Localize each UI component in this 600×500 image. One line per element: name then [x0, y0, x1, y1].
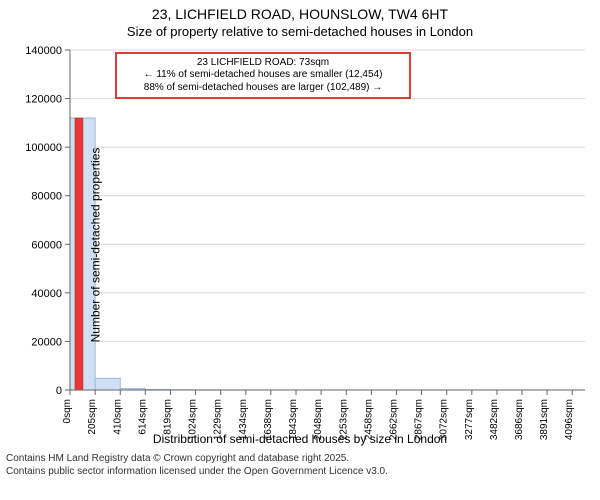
x-tick-label: 3891sqm: [539, 399, 550, 440]
y-tick-label: 20000: [31, 336, 62, 348]
y-tick-label: 40000: [31, 288, 62, 300]
y-axis-label: Number of semi-detached properties: [88, 147, 102, 342]
x-axis-label: Distribution of semi-detached houses by …: [153, 432, 447, 446]
x-tick-label: 205sqm: [87, 399, 98, 435]
y-tick-label: 60000: [31, 239, 62, 251]
x-tick-label: 3686sqm: [514, 399, 525, 440]
callout-line2: ← 11% of semi-detached houses are smalle…: [123, 69, 403, 82]
x-tick-label: 3482sqm: [489, 399, 500, 440]
x-tick-label: 410sqm: [112, 399, 123, 435]
x-tick-label: 614sqm: [137, 399, 148, 435]
chart-title-line2: Size of property relative to semi-detach…: [0, 24, 600, 40]
callout-line3: 88% of semi-detached houses are larger (…: [123, 82, 403, 95]
histogram-bar: [95, 378, 120, 390]
y-tick-label: 0: [56, 385, 62, 397]
x-tick-label: 819sqm: [162, 399, 173, 435]
chart-area: Number of semi-detached properties 0 2000…: [0, 40, 600, 450]
x-tick-label: 0sqm: [62, 399, 73, 423]
chart-title-block: 23, LICHFIELD ROAD, HOUNSLOW, TW4 6HT Si…: [0, 0, 600, 40]
x-tick-label: 3277sqm: [464, 399, 475, 440]
chart-title-line1: 23, LICHFIELD ROAD, HOUNSLOW, TW4 6HT: [0, 6, 600, 24]
footer-line1: Contains HM Land Registry data © Crown c…: [6, 452, 594, 465]
callout-line1: 23 LICHFIELD ROAD: 73sqm: [123, 57, 403, 70]
y-tick-label: 100000: [25, 142, 62, 154]
y-tick-label: 120000: [25, 93, 62, 105]
y-tick-label: 80000: [31, 190, 62, 202]
y-tick-label: 140000: [25, 45, 62, 57]
x-tick-label: 4096sqm: [564, 399, 575, 440]
highlight-marker: [75, 118, 83, 390]
attribution-footer: Contains HM Land Registry data © Crown c…: [0, 450, 600, 478]
footer-line2: Contains public sector information licen…: [6, 465, 594, 478]
highlight-callout: 23 LICHFIELD ROAD: 73sqm ← 11% of semi-d…: [115, 52, 411, 100]
